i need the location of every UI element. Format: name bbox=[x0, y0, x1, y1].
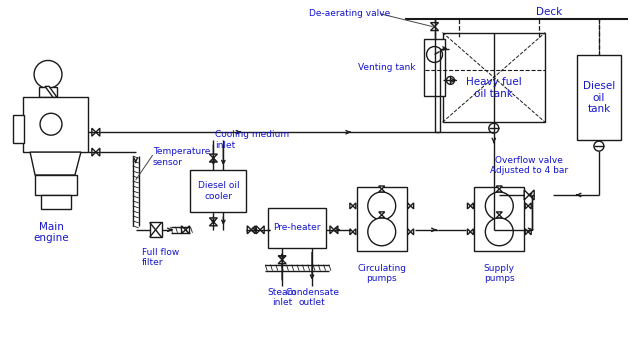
Text: Steam
inlet: Steam inlet bbox=[267, 288, 297, 307]
Text: Diesel oil
cooler: Diesel oil cooler bbox=[198, 181, 239, 201]
Polygon shape bbox=[260, 226, 264, 234]
Text: Temperature
sensor: Temperature sensor bbox=[153, 147, 210, 167]
Polygon shape bbox=[431, 23, 438, 27]
Polygon shape bbox=[408, 203, 411, 209]
Circle shape bbox=[489, 123, 499, 133]
Text: Circulating
pumps: Circulating pumps bbox=[357, 264, 406, 283]
Polygon shape bbox=[256, 226, 260, 234]
Polygon shape bbox=[251, 226, 255, 234]
Bar bbox=[35, 175, 77, 195]
Polygon shape bbox=[92, 148, 96, 156]
Text: Diesel
oil
tank: Diesel oil tank bbox=[583, 81, 615, 114]
Polygon shape bbox=[209, 154, 218, 158]
Circle shape bbox=[594, 141, 604, 151]
Circle shape bbox=[368, 218, 396, 246]
Polygon shape bbox=[528, 229, 531, 235]
Polygon shape bbox=[350, 203, 353, 209]
Circle shape bbox=[426, 47, 443, 63]
Circle shape bbox=[486, 218, 513, 246]
Polygon shape bbox=[30, 152, 81, 175]
Text: Supply
pumps: Supply pumps bbox=[484, 264, 515, 283]
Polygon shape bbox=[182, 226, 186, 234]
Polygon shape bbox=[431, 27, 438, 31]
Polygon shape bbox=[334, 226, 338, 234]
Polygon shape bbox=[209, 222, 218, 226]
Polygon shape bbox=[330, 226, 334, 234]
Polygon shape bbox=[379, 186, 385, 189]
Polygon shape bbox=[379, 189, 385, 192]
Bar bbox=[577, 55, 621, 140]
Polygon shape bbox=[379, 212, 385, 215]
Polygon shape bbox=[92, 128, 96, 136]
Polygon shape bbox=[411, 229, 414, 235]
Text: De-aerating valve: De-aerating valve bbox=[309, 9, 391, 18]
Bar bbox=[13, 115, 24, 143]
Text: Full flow
filter: Full flow filter bbox=[142, 248, 179, 267]
Bar bbox=[268, 208, 326, 248]
Polygon shape bbox=[209, 218, 218, 222]
Polygon shape bbox=[470, 229, 474, 235]
Polygon shape bbox=[470, 203, 474, 209]
Polygon shape bbox=[496, 212, 503, 215]
Text: Main
engine: Main engine bbox=[33, 222, 69, 244]
Text: Condensate
outlet: Condensate outlet bbox=[285, 288, 339, 307]
Polygon shape bbox=[379, 215, 385, 218]
Polygon shape bbox=[496, 189, 503, 192]
Polygon shape bbox=[496, 186, 503, 189]
Polygon shape bbox=[186, 226, 189, 234]
Polygon shape bbox=[96, 128, 100, 136]
Polygon shape bbox=[467, 203, 470, 209]
Text: Overflow valve
Adjusted to 4 bar: Overflow valve Adjusted to 4 bar bbox=[490, 156, 568, 175]
Polygon shape bbox=[525, 203, 528, 209]
Circle shape bbox=[447, 76, 455, 84]
Polygon shape bbox=[467, 229, 470, 235]
Bar bbox=[23, 97, 88, 152]
Bar bbox=[423, 39, 445, 96]
Text: Cooling medium
inlet: Cooling medium inlet bbox=[215, 130, 289, 150]
Polygon shape bbox=[525, 229, 528, 235]
Bar bbox=[41, 195, 71, 209]
Text: Deck: Deck bbox=[536, 7, 562, 17]
Polygon shape bbox=[528, 203, 531, 209]
Circle shape bbox=[34, 60, 62, 88]
Polygon shape bbox=[496, 215, 503, 218]
Circle shape bbox=[486, 192, 513, 220]
Polygon shape bbox=[247, 226, 251, 234]
Polygon shape bbox=[209, 158, 218, 162]
Polygon shape bbox=[353, 229, 356, 235]
Circle shape bbox=[40, 113, 62, 135]
Polygon shape bbox=[96, 148, 100, 156]
Bar bbox=[443, 32, 545, 122]
Polygon shape bbox=[411, 203, 414, 209]
Polygon shape bbox=[408, 229, 411, 235]
Polygon shape bbox=[524, 190, 529, 200]
Text: Pre-heater: Pre-heater bbox=[274, 223, 321, 232]
Text: Venting tank: Venting tank bbox=[358, 63, 416, 72]
Circle shape bbox=[368, 192, 396, 220]
Polygon shape bbox=[45, 86, 57, 97]
Bar bbox=[39, 87, 57, 97]
Polygon shape bbox=[278, 256, 286, 260]
Polygon shape bbox=[529, 190, 534, 200]
Polygon shape bbox=[353, 203, 356, 209]
Bar bbox=[474, 187, 524, 251]
Text: Heavy fuel
oil tank: Heavy fuel oil tank bbox=[466, 78, 521, 99]
Polygon shape bbox=[278, 260, 286, 264]
Polygon shape bbox=[350, 229, 353, 235]
Bar bbox=[357, 187, 406, 251]
Bar bbox=[191, 170, 247, 212]
Bar bbox=[150, 222, 162, 237]
